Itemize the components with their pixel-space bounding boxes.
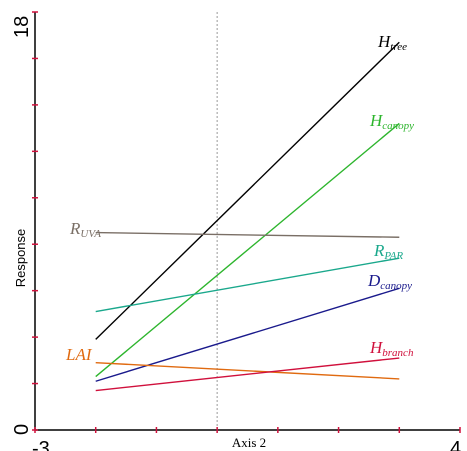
series-line-h-canopy [95, 122, 400, 378]
y-tick-label-max: 18 [11, 16, 33, 38]
series-lines [95, 41, 400, 392]
series-line-h-tree [95, 41, 400, 340]
series-label-d-canopy: Dcanopy [367, 271, 412, 292]
series-line-r-uva [95, 231, 400, 238]
y-axis-title: Response [13, 229, 28, 288]
series-label-lai-main: LAI [65, 345, 93, 364]
series-label-r-par: RPAR [373, 241, 403, 262]
series-line-h-branch [95, 357, 400, 392]
x-tick-label-max: 4 [450, 438, 461, 451]
y-ticks [32, 11, 38, 431]
series-labels: Htree Hcanopy RUVA RPAR Dcanopy LAI Hbranch [65, 32, 414, 364]
series-label-h-canopy: Hcanopy [369, 111, 414, 132]
x-ticks [34, 427, 461, 433]
plot-area [34, 12, 460, 431]
x-tick-label-min: -3 [32, 438, 50, 451]
y-tick-label-min: 0 [11, 424, 33, 435]
series-label-h-tree: Htree [377, 32, 407, 53]
series-line-lai-main [95, 361, 400, 380]
series-label-r-uva: RUVA [69, 219, 101, 240]
x-axis-title: Axis 2 [232, 435, 266, 450]
series-label-h-branch: Hbranch [369, 338, 414, 359]
series-line-r-par [95, 257, 400, 313]
series-line-d-canopy [95, 287, 400, 382]
